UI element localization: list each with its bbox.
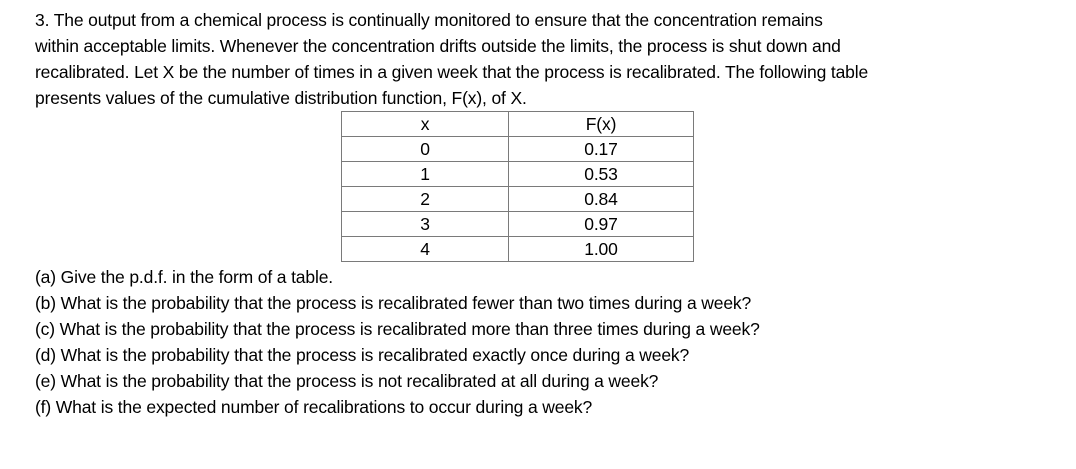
problem-content: 3. The output from a chemical process is… [35,7,1046,420]
question-line-c: (c) What is the probability that the pro… [35,319,760,339]
table-cell-x: 0 [341,136,509,162]
question-line-a: (a) Give the p.d.f. in the form of a tab… [35,267,334,287]
cdf-table: x F(x) 0 0.17 1 0.53 2 0.84 3 0.97 [341,111,694,262]
question-line-b: (b) What is the probability that the pro… [35,293,752,313]
table-row: 1 0.53 [341,161,694,187]
problem-text-line: within acceptable limits. Whenever the c… [35,36,841,56]
table-cell-x: 2 [341,186,509,212]
table-row: 2 0.84 [341,186,694,212]
table-row: 0 0.17 [341,136,694,162]
table-cell-fx: 0.97 [508,211,694,237]
table-cell-fx: 1.00 [508,236,694,262]
problem-statement: 3. The output from a chemical process is… [35,7,1046,111]
cdf-table-header-fx: F(x) [508,111,694,137]
table-cell-fx: 0.17 [508,136,694,162]
problem-text-line: recalibrated. Let X be the number of tim… [35,62,869,82]
table-row: 4 1.00 [341,236,694,262]
table-row: 3 0.97 [341,211,694,237]
questions-list: (a) Give the p.d.f. in the form of a tab… [35,264,1046,420]
table-cell-x: 4 [341,236,509,262]
cdf-table-header-row: x F(x) [341,111,694,137]
table-cell-x: 1 [341,161,509,187]
table-cell-x: 3 [341,211,509,237]
problem-text-line: 3. The output from a chemical process is… [35,10,823,30]
table-cell-fx: 0.53 [508,161,694,187]
question-line-f: (f) What is the expected number of recal… [35,397,593,417]
question-line-d: (d) What is the probability that the pro… [35,345,690,365]
table-cell-fx: 0.84 [508,186,694,212]
problem-text-line: presents values of the cumulative distri… [35,88,527,108]
cdf-table-header-x: x [341,111,509,137]
question-line-e: (e) What is the probability that the pro… [35,371,659,391]
